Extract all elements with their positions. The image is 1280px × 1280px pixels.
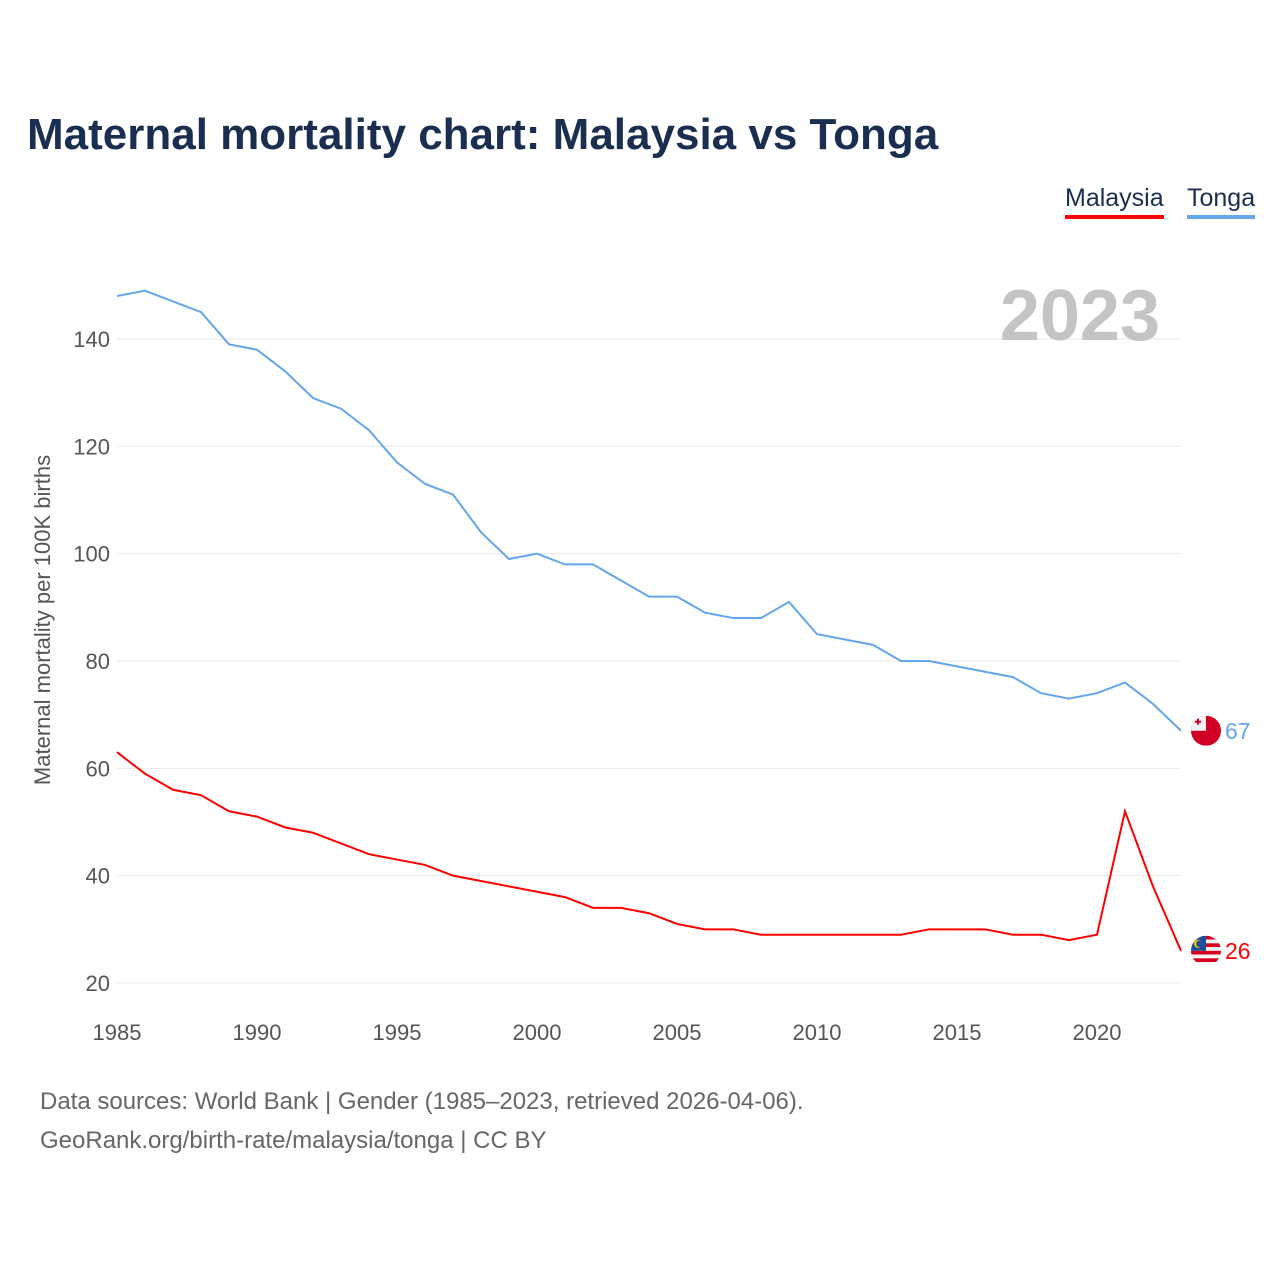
x-tick-label: 2010 xyxy=(793,1020,842,1045)
y-tick-label: 40 xyxy=(86,864,110,889)
end-value-tonga: 67 xyxy=(1225,718,1251,744)
tonga-flag-icon xyxy=(1191,715,1221,746)
legend-malaysia[interactable]: Malaysia xyxy=(1065,184,1164,219)
x-tick-label: 2000 xyxy=(513,1020,562,1045)
series-line-malaysia xyxy=(116,751,1182,952)
x-tick-label: 2005 xyxy=(653,1020,702,1045)
legend-tonga[interactable]: Tonga xyxy=(1187,184,1256,219)
series-line-tonga xyxy=(116,289,1182,732)
y-tick-label: 60 xyxy=(86,756,110,781)
x-tick-label: 1990 xyxy=(233,1020,282,1045)
y-tick-label: 100 xyxy=(73,542,110,567)
chart-title: Maternal mortality chart: Malaysia vs To… xyxy=(27,110,939,159)
x-tick-label: 2020 xyxy=(1073,1020,1122,1045)
footer-link[interactable]: GeoRank.org/birth-rate/malaysia/tonga | … xyxy=(40,1127,547,1154)
malaysia-flag-icon xyxy=(1191,935,1221,966)
y-tick-label: 120 xyxy=(73,434,110,459)
end-value-malaysia: 26 xyxy=(1225,938,1251,964)
footer-sources: Data sources: World Bank | Gender (1985–… xyxy=(40,1088,804,1115)
y-tick-label: 80 xyxy=(86,649,110,674)
y-tick-label: 140 xyxy=(73,327,110,352)
x-tick-label: 1985 xyxy=(93,1020,142,1045)
y-tick-label: 20 xyxy=(86,971,110,996)
x-tick-label: 1995 xyxy=(373,1020,422,1045)
y-axis-label: Maternal mortality per 100K births xyxy=(30,455,55,785)
x-tick-label: 2015 xyxy=(933,1020,982,1045)
year-label: 2023 xyxy=(1000,276,1160,356)
